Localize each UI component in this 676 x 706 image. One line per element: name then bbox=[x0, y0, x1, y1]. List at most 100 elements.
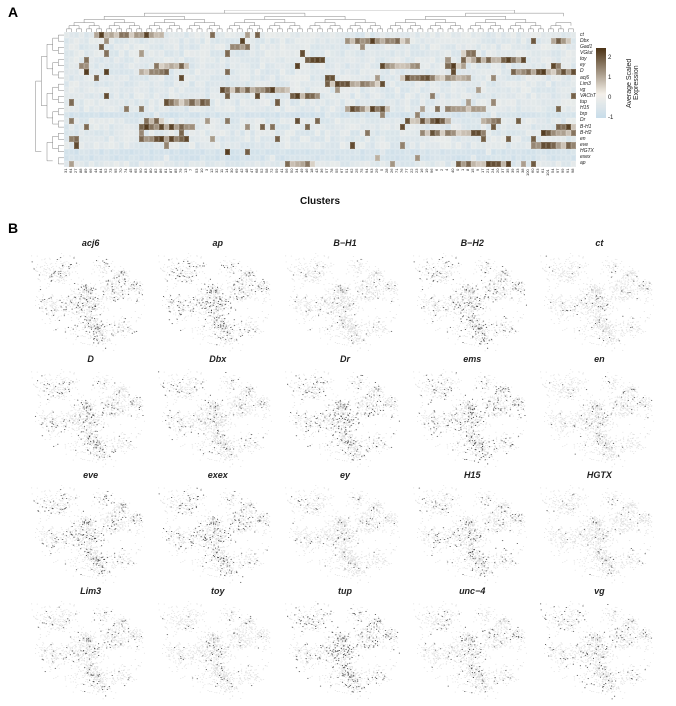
col-label: 35 bbox=[506, 169, 511, 199]
col-label: 30 bbox=[230, 169, 235, 199]
col-label: 11 bbox=[220, 169, 225, 199]
tsne-scatter bbox=[412, 484, 533, 584]
col-label: 8 bbox=[466, 169, 471, 199]
tsne-panel: exex bbox=[157, 470, 278, 586]
legend-tick: 1 bbox=[608, 75, 611, 81]
expression-heatmap bbox=[64, 32, 576, 167]
tsne-scatter bbox=[30, 600, 151, 700]
tsne-scatter bbox=[284, 484, 405, 584]
tsne-title: unc−4 bbox=[412, 586, 533, 600]
tsne-panel: en bbox=[539, 354, 660, 470]
tsne-title: HGTX bbox=[539, 470, 660, 484]
col-label: 21 bbox=[486, 169, 491, 199]
tsne-title: toy bbox=[157, 586, 278, 600]
tsne-panel: Dbx bbox=[157, 354, 278, 470]
tsne-panel: D bbox=[30, 354, 151, 470]
tsne-title: H15 bbox=[412, 470, 533, 484]
tsne-panel: tup bbox=[284, 586, 405, 702]
panel-a-label: A bbox=[8, 4, 18, 20]
tsne-title: Dbx bbox=[157, 354, 278, 368]
col-label: 69 bbox=[235, 169, 240, 199]
col-label: 68 bbox=[255, 169, 260, 199]
panel-b-label: B bbox=[8, 220, 18, 236]
tsne-scatter bbox=[539, 600, 660, 700]
tsne-scatter bbox=[412, 368, 533, 468]
tsne-panel: Lim3 bbox=[30, 586, 151, 702]
tsne-title: ems bbox=[412, 354, 533, 368]
tsne-panel: HGTX bbox=[539, 470, 660, 586]
col-label: 14 bbox=[225, 169, 230, 199]
legend-tick: -1 bbox=[608, 115, 613, 121]
tsne-scatter bbox=[30, 484, 151, 584]
tsne-panel: B−H1 bbox=[284, 238, 405, 354]
legend-tick: 2 bbox=[608, 55, 611, 61]
column-dendrogram bbox=[64, 10, 576, 32]
tsne-scatter bbox=[284, 252, 405, 352]
tsne-panel: vg bbox=[539, 586, 660, 702]
tsne-title: D bbox=[30, 354, 151, 368]
tsne-title: acj6 bbox=[30, 238, 151, 252]
col-label: 15 bbox=[471, 169, 476, 199]
col-label: 1 bbox=[461, 169, 466, 199]
tsne-title: en bbox=[539, 354, 660, 368]
tsne-panel: acj6 bbox=[30, 238, 151, 354]
tsne-scatter bbox=[157, 600, 278, 700]
col-label: 10 bbox=[200, 169, 205, 199]
heatmap-column-labels: 3164278889664484927395707445659083808286… bbox=[64, 169, 576, 199]
tsne-scatter bbox=[412, 252, 533, 352]
col-label: 7 bbox=[189, 169, 194, 199]
tsne-title: ey bbox=[284, 470, 405, 484]
tsne-grid: acj6 ap B−H1 B−H2 ct D Dbx Dremsen eveexexey H15 H… bbox=[30, 238, 660, 702]
col-label: 3 bbox=[205, 169, 210, 199]
tsne-panel: ct bbox=[539, 238, 660, 354]
tsne-panel: Dr bbox=[284, 354, 405, 470]
col-label: 9 bbox=[476, 169, 481, 199]
tsne-panel: H15 bbox=[412, 470, 533, 586]
col-label: 20 bbox=[496, 169, 501, 199]
col-label: 4 bbox=[445, 169, 450, 199]
tsne-title: ct bbox=[539, 238, 660, 252]
tsne-scatter bbox=[30, 368, 151, 468]
heatmap-x-axis-title: Clusters bbox=[64, 196, 576, 207]
tsne-panel: ems bbox=[412, 354, 533, 470]
col-label: 42 bbox=[240, 169, 245, 199]
tsne-scatter bbox=[284, 368, 405, 468]
panel-a: ctDbxGad1VGluttoyeyDacj6Lim3vgVAChTtupH1… bbox=[30, 10, 660, 205]
col-label: 39 bbox=[511, 169, 516, 199]
tsne-title: Lim3 bbox=[30, 586, 151, 600]
tsne-scatter bbox=[539, 484, 660, 584]
tsne-scatter bbox=[30, 252, 151, 352]
tsne-scatter bbox=[539, 252, 660, 352]
tsne-scatter bbox=[157, 368, 278, 468]
tsne-scatter bbox=[157, 252, 278, 352]
tsne-title: ap bbox=[157, 238, 278, 252]
tsne-panel: ap bbox=[157, 238, 278, 354]
col-label: 48 bbox=[245, 169, 250, 199]
col-label: 53 bbox=[195, 169, 200, 199]
col-label: 98 bbox=[571, 169, 576, 199]
col-label: 12 bbox=[210, 169, 215, 199]
col-label: 32 bbox=[215, 169, 220, 199]
legend-colorbar bbox=[596, 48, 606, 118]
tsne-title: tup bbox=[284, 586, 405, 600]
row-label: ap bbox=[578, 161, 618, 167]
tsne-title: eve bbox=[30, 470, 151, 484]
row-dendrogram bbox=[30, 32, 64, 167]
legend-tick: 0 bbox=[608, 95, 611, 101]
tsne-title: B−H2 bbox=[412, 238, 533, 252]
tsne-title: B−H1 bbox=[284, 238, 405, 252]
tsne-panel: toy bbox=[157, 586, 278, 702]
col-label: 37 bbox=[501, 169, 506, 199]
col-label: 0 bbox=[456, 169, 461, 199]
legend-title: Average Scaled Expression bbox=[626, 48, 640, 118]
tsne-scatter bbox=[412, 600, 533, 700]
tsne-scatter bbox=[539, 368, 660, 468]
col-label: 17 bbox=[481, 169, 486, 199]
tsne-panel: ey bbox=[284, 470, 405, 586]
tsne-panel: B−H2 bbox=[412, 238, 533, 354]
tsne-panel: unc−4 bbox=[412, 586, 533, 702]
col-label: 24 bbox=[491, 169, 496, 199]
tsne-title: vg bbox=[539, 586, 660, 600]
tsne-panel: eve bbox=[30, 470, 151, 586]
col-label: 47 bbox=[250, 169, 255, 199]
